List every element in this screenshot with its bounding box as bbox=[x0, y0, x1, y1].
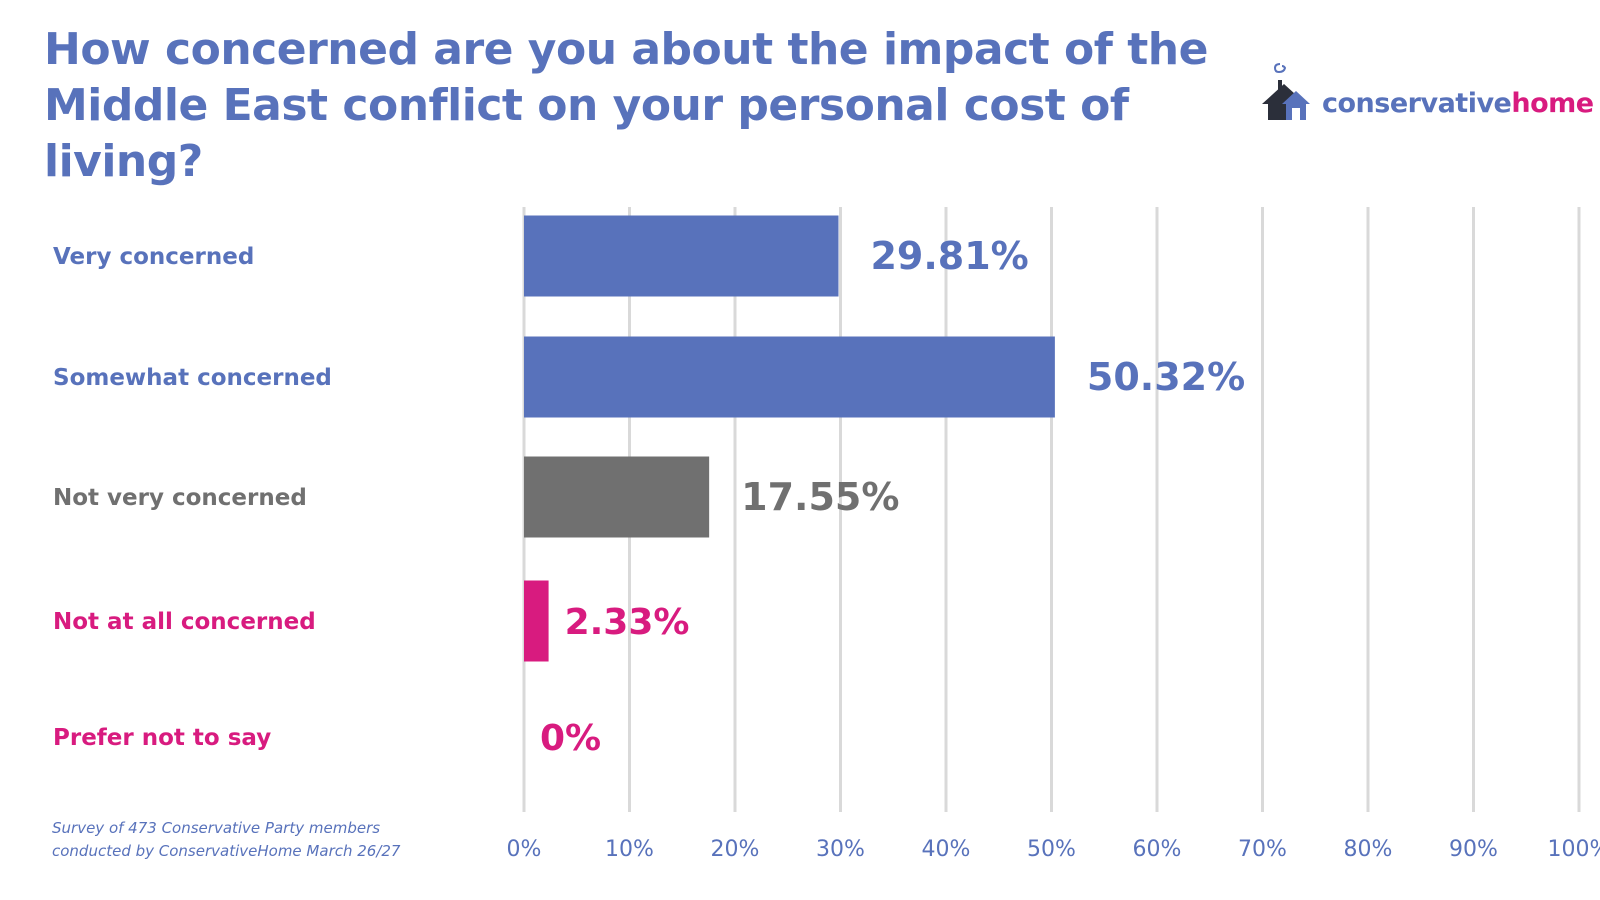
bar bbox=[524, 336, 1055, 418]
bar bbox=[524, 580, 549, 662]
category-label: Prefer not to say bbox=[53, 725, 271, 751]
x-tick-label: 40% bbox=[922, 837, 971, 862]
value-label: 50.32% bbox=[1087, 355, 1245, 399]
x-tick-label: 30% bbox=[816, 837, 865, 862]
logo-text-conservative: conservative bbox=[1322, 88, 1512, 119]
footnote-line-1: Survey of 473 Conservative Party members bbox=[52, 819, 381, 837]
logo-text-home: home bbox=[1511, 88, 1594, 119]
category-label: Very concerned bbox=[53, 244, 254, 270]
x-tick-label: 90% bbox=[1449, 837, 1498, 862]
value-label: 2.33% bbox=[565, 602, 690, 643]
x-tick-label: 100% bbox=[1548, 837, 1600, 862]
x-tick-label: 70% bbox=[1238, 837, 1287, 862]
category-label: Not very concerned bbox=[53, 485, 307, 511]
conservativehome-logo: conservativehome bbox=[1262, 60, 1594, 130]
value-label: 17.55% bbox=[741, 475, 899, 519]
value-label: 0% bbox=[540, 718, 601, 759]
x-tick-label: 10% bbox=[605, 837, 654, 862]
chart-title: How concerned are you about the impact o… bbox=[44, 24, 1208, 187]
footnote: Survey of 473 Conservative Party members… bbox=[52, 817, 400, 863]
logo-wordmark: conservativehome bbox=[1322, 88, 1594, 119]
house-icon bbox=[1262, 63, 1310, 120]
x-tick-label: 50% bbox=[1027, 837, 1076, 862]
category-label: Somewhat concerned bbox=[53, 365, 332, 391]
x-tick-label: 0% bbox=[507, 837, 542, 862]
category-label: Not at all concerned bbox=[53, 609, 316, 635]
x-tick-label: 80% bbox=[1344, 837, 1393, 862]
x-tick-label: 20% bbox=[711, 837, 760, 862]
x-tick-label: 60% bbox=[1133, 837, 1182, 862]
bar bbox=[524, 215, 839, 297]
footnote-line-2: conducted by ConservativeHome March 26/2… bbox=[52, 842, 401, 860]
bar bbox=[524, 456, 710, 538]
value-label: 29.81% bbox=[870, 234, 1028, 278]
